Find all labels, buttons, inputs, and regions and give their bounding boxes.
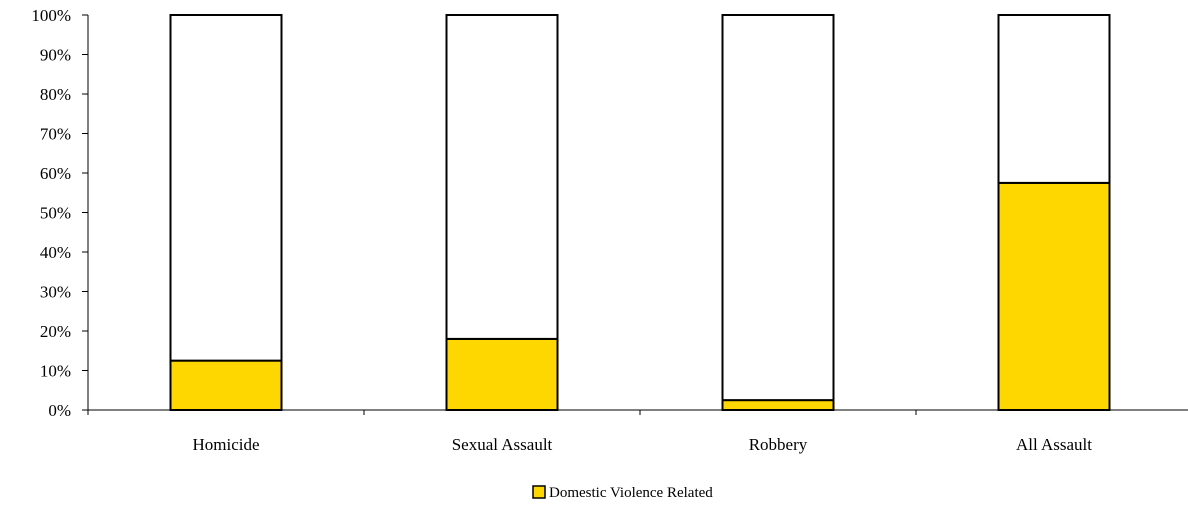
y-tick-label: 40%: [40, 243, 71, 262]
y-tick-label: 50%: [40, 204, 71, 223]
bar-domestic-violence: [721, 399, 835, 411]
bars: [169, 14, 1111, 411]
bar-remainder: [721, 14, 835, 402]
y-tick-label: 0%: [48, 401, 71, 420]
bar-remainder: [445, 14, 559, 340]
bar-domestic-violence: [997, 181, 1111, 411]
category-label: All Assault: [1016, 435, 1092, 454]
category-label: Sexual Assault: [452, 435, 553, 454]
y-tick-label: 30%: [40, 283, 71, 302]
bar-remainder: [169, 14, 283, 362]
y-tick-label: 70%: [40, 125, 71, 144]
legend: Domestic Violence Related: [532, 485, 713, 501]
bar-domestic-violence: [445, 337, 559, 411]
y-tick-label: 80%: [40, 85, 71, 104]
bar-remainder: [997, 14, 1111, 184]
category-label: Robbery: [749, 435, 808, 454]
legend-label: Domestic Violence Related: [549, 485, 713, 501]
legend-swatch: [532, 485, 546, 499]
y-tick-label: 20%: [40, 322, 71, 341]
y-tick-label: 60%: [40, 164, 71, 183]
y-tick-label: 10%: [40, 362, 71, 381]
bar-domestic-violence: [169, 359, 283, 411]
category-label: Homicide: [192, 435, 259, 454]
y-tick-label: 90%: [40, 46, 71, 65]
y-tick-label: 100%: [31, 6, 71, 25]
category-labels: Homicide Sexual Assault Robbery All Assault: [192, 435, 1092, 454]
y-axis: 0% 10% 20% 30% 40% 50% 60% 70% 80% 90% 100%: [31, 6, 89, 420]
